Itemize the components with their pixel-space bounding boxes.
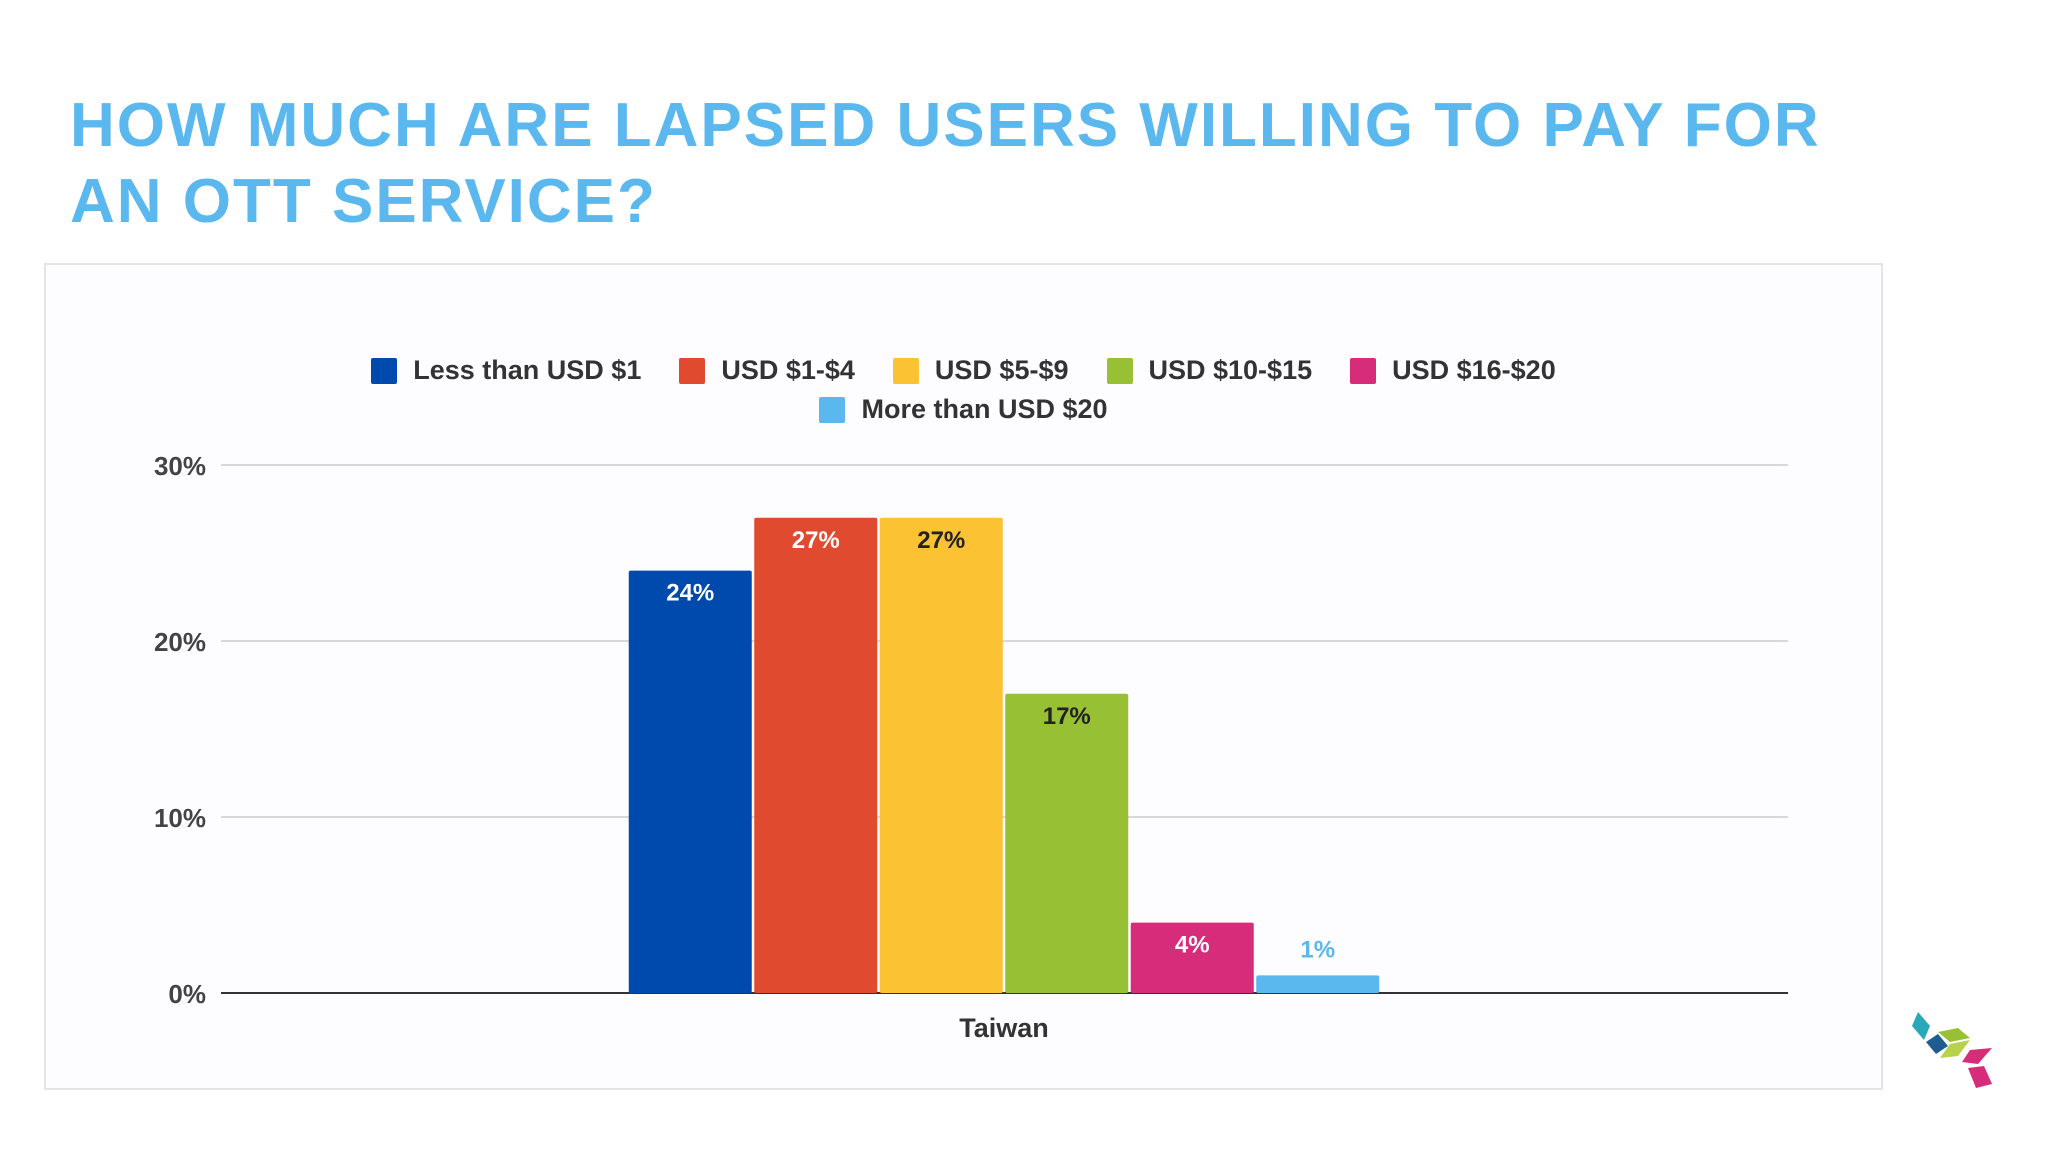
x-tick-label: Taiwan [959,1013,1049,1043]
legend-item: USD $1-$4 [679,355,855,386]
page-title: HOW MUCH ARE LAPSED USERS WILLING TO PAY… [70,91,1821,236]
legend-swatch [679,357,706,384]
legend-item: Less than USD $1 [371,355,641,386]
legend-item: More than USD $20 [819,394,1108,425]
bar [628,570,752,993]
bar-chart: 0% 10% 20% 30% 24% 27% 27% 17% 4% 1% Taiwan [154,451,1788,1043]
chart-panel: Less than USD $1 USD $1-$4 USD $5-$9 USD $1… [44,263,1883,1090]
y-tick-label: 20% [154,627,206,657]
legend-swatch [819,396,846,423]
bar [1005,693,1129,993]
logo-shape-teal [1912,1012,1930,1040]
company-logo [1912,1012,1992,1088]
legend-swatch [371,357,398,384]
data-label: 27% [917,527,965,554]
logo-shape-pink [1968,1066,1992,1088]
data-label: 1% [1300,936,1335,963]
legend-row: More than USD $20 [46,394,1881,425]
logo-shape-navy [1926,1034,1948,1054]
logo-shape-green [1940,1040,1970,1058]
bar [1256,975,1380,993]
y-tick-label: 10% [154,803,206,833]
legend-row: Less than USD $1 USD $1-$4 USD $5-$9 USD $1… [46,355,1881,386]
data-label: 17% [1043,703,1091,730]
data-label: 4% [1175,932,1210,959]
bar [754,517,878,993]
chart-legend: Less than USD $1 USD $1-$4 USD $5-$9 USD $1… [46,355,1881,433]
legend-label: USD $1-$4 [721,355,855,385]
y-tick-label: 0% [168,979,206,1009]
legend-swatch [1106,357,1133,384]
legend-label: More than USD $20 [861,394,1108,424]
legend-swatch [1350,357,1377,384]
y-tick-label: 30% [154,451,206,481]
legend-label: Less than USD $1 [413,355,642,385]
data-label: 24% [666,580,714,607]
legend-swatch [892,357,919,384]
legend-label: USD $10-$15 [1148,355,1313,385]
legend-item: USD $5-$9 [892,355,1069,386]
legend-item: USD $10-$15 [1106,355,1313,386]
logo-shape-green-top [1938,1028,1970,1042]
logo-shape-pink-top [1962,1048,1992,1064]
bar [1130,922,1254,993]
legend-label: USD $16-$20 [1392,355,1556,385]
data-label: 27% [792,527,840,554]
bar [879,517,1003,993]
legend-label: USD $5-$9 [934,355,1069,385]
legend-item: USD $16-$20 [1350,355,1556,386]
